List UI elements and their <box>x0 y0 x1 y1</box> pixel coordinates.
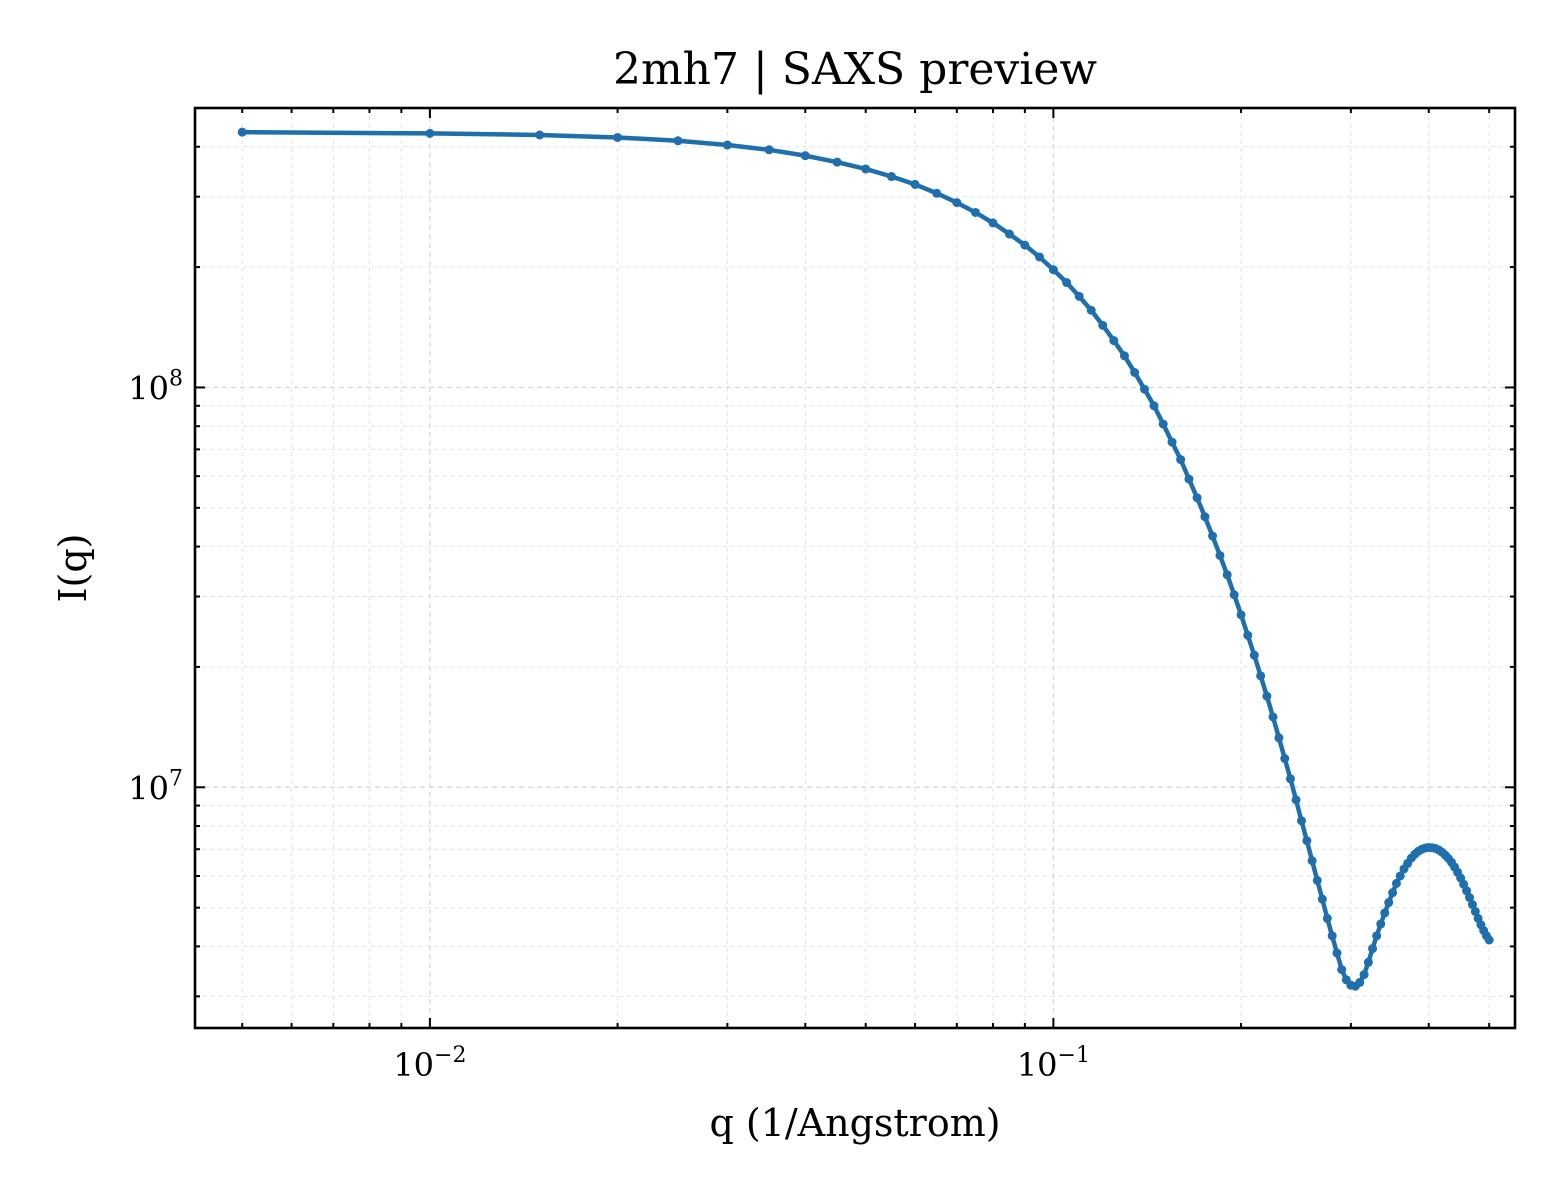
data-point <box>1274 733 1284 743</box>
data-point <box>673 136 683 146</box>
data-point <box>1322 913 1332 923</box>
data-point <box>887 172 897 182</box>
data-point <box>832 157 842 167</box>
data-point <box>1268 712 1278 722</box>
data-point <box>1167 437 1177 447</box>
data-point <box>1470 907 1480 916</box>
data-point <box>1380 908 1390 918</box>
data-point <box>952 198 962 208</box>
data-point <box>1048 265 1058 275</box>
data-point <box>1229 590 1239 600</box>
data-point <box>1388 888 1398 898</box>
x-tick-label: 10−1 <box>1017 1043 1090 1084</box>
data-point <box>800 151 810 161</box>
x-tick-label: 10−2 <box>393 1043 466 1084</box>
data-point <box>1130 368 1140 377</box>
data-point <box>1312 875 1322 885</box>
data-point <box>1086 305 1096 315</box>
data-point <box>1332 948 1342 958</box>
data-point <box>1467 900 1477 910</box>
data-point <box>970 207 980 217</box>
data-point <box>237 127 247 137</box>
data-point <box>1020 240 1030 250</box>
data-point <box>1176 455 1186 465</box>
data-point <box>722 140 732 150</box>
data-point <box>613 132 623 142</box>
data-point <box>1484 935 1494 945</box>
data-point <box>1208 531 1218 541</box>
data-point <box>1359 970 1369 980</box>
data-point <box>1302 836 1312 846</box>
data-point <box>1262 691 1272 701</box>
data-point <box>1236 610 1246 620</box>
plot-frame <box>193 106 1517 1030</box>
data-point <box>425 128 435 138</box>
data-point <box>1109 336 1119 346</box>
y-tick-label: 107 <box>128 766 183 807</box>
data-point <box>1465 893 1475 903</box>
x-axis-label: q (1/Angstrom) <box>709 1101 1000 1145</box>
series-group <box>237 127 1494 991</box>
data-point <box>1074 291 1084 301</box>
data-point <box>1285 774 1295 784</box>
data-point <box>1372 931 1382 941</box>
data-point <box>1243 630 1253 640</box>
data-point <box>1297 816 1306 826</box>
chart-title: 2mh7 | SAXS preview <box>613 44 1097 95</box>
data-point <box>1192 493 1202 503</box>
data-point <box>1391 878 1401 888</box>
data-point <box>1249 650 1259 660</box>
data-point <box>1149 401 1159 411</box>
data-point <box>535 130 545 140</box>
y-tick-label: 108 <box>128 366 183 407</box>
data-point <box>1337 965 1347 975</box>
data-point <box>1384 898 1394 908</box>
data-point <box>861 164 871 174</box>
data-point <box>1317 894 1327 904</box>
data-point <box>1200 512 1210 522</box>
data-point <box>1222 570 1232 580</box>
data-point <box>988 218 998 228</box>
data-point <box>910 179 920 189</box>
data-point <box>1062 278 1072 288</box>
data-point <box>1327 931 1337 941</box>
data-point <box>1395 871 1405 881</box>
data-point <box>1184 474 1194 484</box>
data-point <box>1035 252 1044 262</box>
data-point <box>1462 886 1472 896</box>
y-axis-label: I(q) <box>51 534 95 603</box>
data-point <box>1098 320 1108 330</box>
data-point <box>1158 419 1168 429</box>
data-point <box>1355 977 1365 987</box>
data-point <box>1119 351 1129 361</box>
data-point <box>1004 229 1014 239</box>
data-point <box>1256 671 1266 681</box>
data-point <box>1280 754 1290 764</box>
data-point <box>932 188 942 198</box>
data-point <box>764 145 774 155</box>
data-point <box>1140 384 1149 394</box>
data-point <box>1291 795 1301 805</box>
data-point <box>1215 550 1225 560</box>
data-point <box>1376 919 1386 929</box>
data-point <box>1307 856 1317 866</box>
axis-ticks: 10−2 10−1 107 108 <box>128 107 1515 1084</box>
data-point <box>1368 944 1378 954</box>
data-point <box>1363 957 1373 967</box>
